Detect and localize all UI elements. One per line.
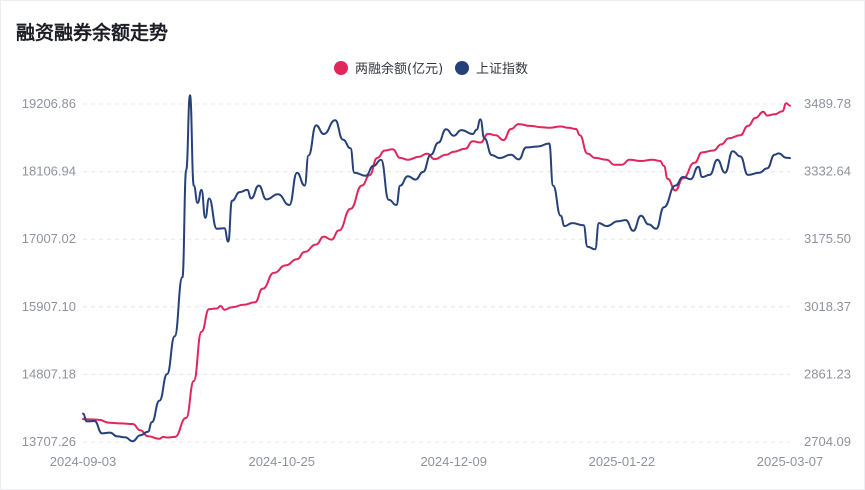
y-axis-left: 13707.26 14807.18 15907.10 17007.02 18106.94… xyxy=(22,96,76,449)
y-left-tick-label: 15907.10 xyxy=(22,299,76,314)
grid-lines xyxy=(83,103,790,443)
y-left-tick-label: 19206.86 xyxy=(22,96,76,111)
y-right-tick-label: 3489.78 xyxy=(804,96,851,111)
x-tick-label: 2025-01-22 xyxy=(589,454,656,469)
series-line-sse-index[interactable] xyxy=(82,94,791,443)
x-tick-label: 2024-10-25 xyxy=(248,454,315,469)
y-left-tick-label: 17007.02 xyxy=(22,231,76,246)
series-lines xyxy=(82,94,791,443)
legend-marker-margin[interactable] xyxy=(334,61,348,75)
x-axis: 2024-09-03 2024-10-25 2024-12-09 2025-01-22… xyxy=(50,454,824,469)
y-left-tick-label: 14807.18 xyxy=(22,366,76,381)
legend-label-margin[interactable]: 两融余额(亿元) xyxy=(355,61,443,77)
y-right-tick-label: 2861.23 xyxy=(804,366,851,381)
x-tick-label: 2025-03-07 xyxy=(757,454,824,469)
legend-label-index[interactable]: 上证指数 xyxy=(476,62,528,77)
legend: 两融余额(亿元) 上证指数 xyxy=(334,61,528,77)
y-right-tick-label: 3175.50 xyxy=(804,231,851,246)
x-tick-label: 2024-12-09 xyxy=(420,454,487,469)
y-left-tick-label: 18106.94 xyxy=(22,164,76,179)
chart-title: 融资融券余额走势 xyxy=(16,22,169,44)
series-line-margin-balance[interactable] xyxy=(82,102,791,440)
y-left-tick-label: 13707.26 xyxy=(22,434,76,449)
y-axis-right: 2704.09 2861.23 3018.37 3175.50 3332.64 3489.… xyxy=(804,96,851,449)
legend-marker-index[interactable] xyxy=(455,61,469,75)
y-right-tick-label: 3018.37 xyxy=(804,299,851,314)
x-tick-label: 2024-09-03 xyxy=(50,454,117,469)
y-right-tick-label: 3332.64 xyxy=(804,164,851,179)
y-right-tick-label: 2704.09 xyxy=(804,434,851,449)
